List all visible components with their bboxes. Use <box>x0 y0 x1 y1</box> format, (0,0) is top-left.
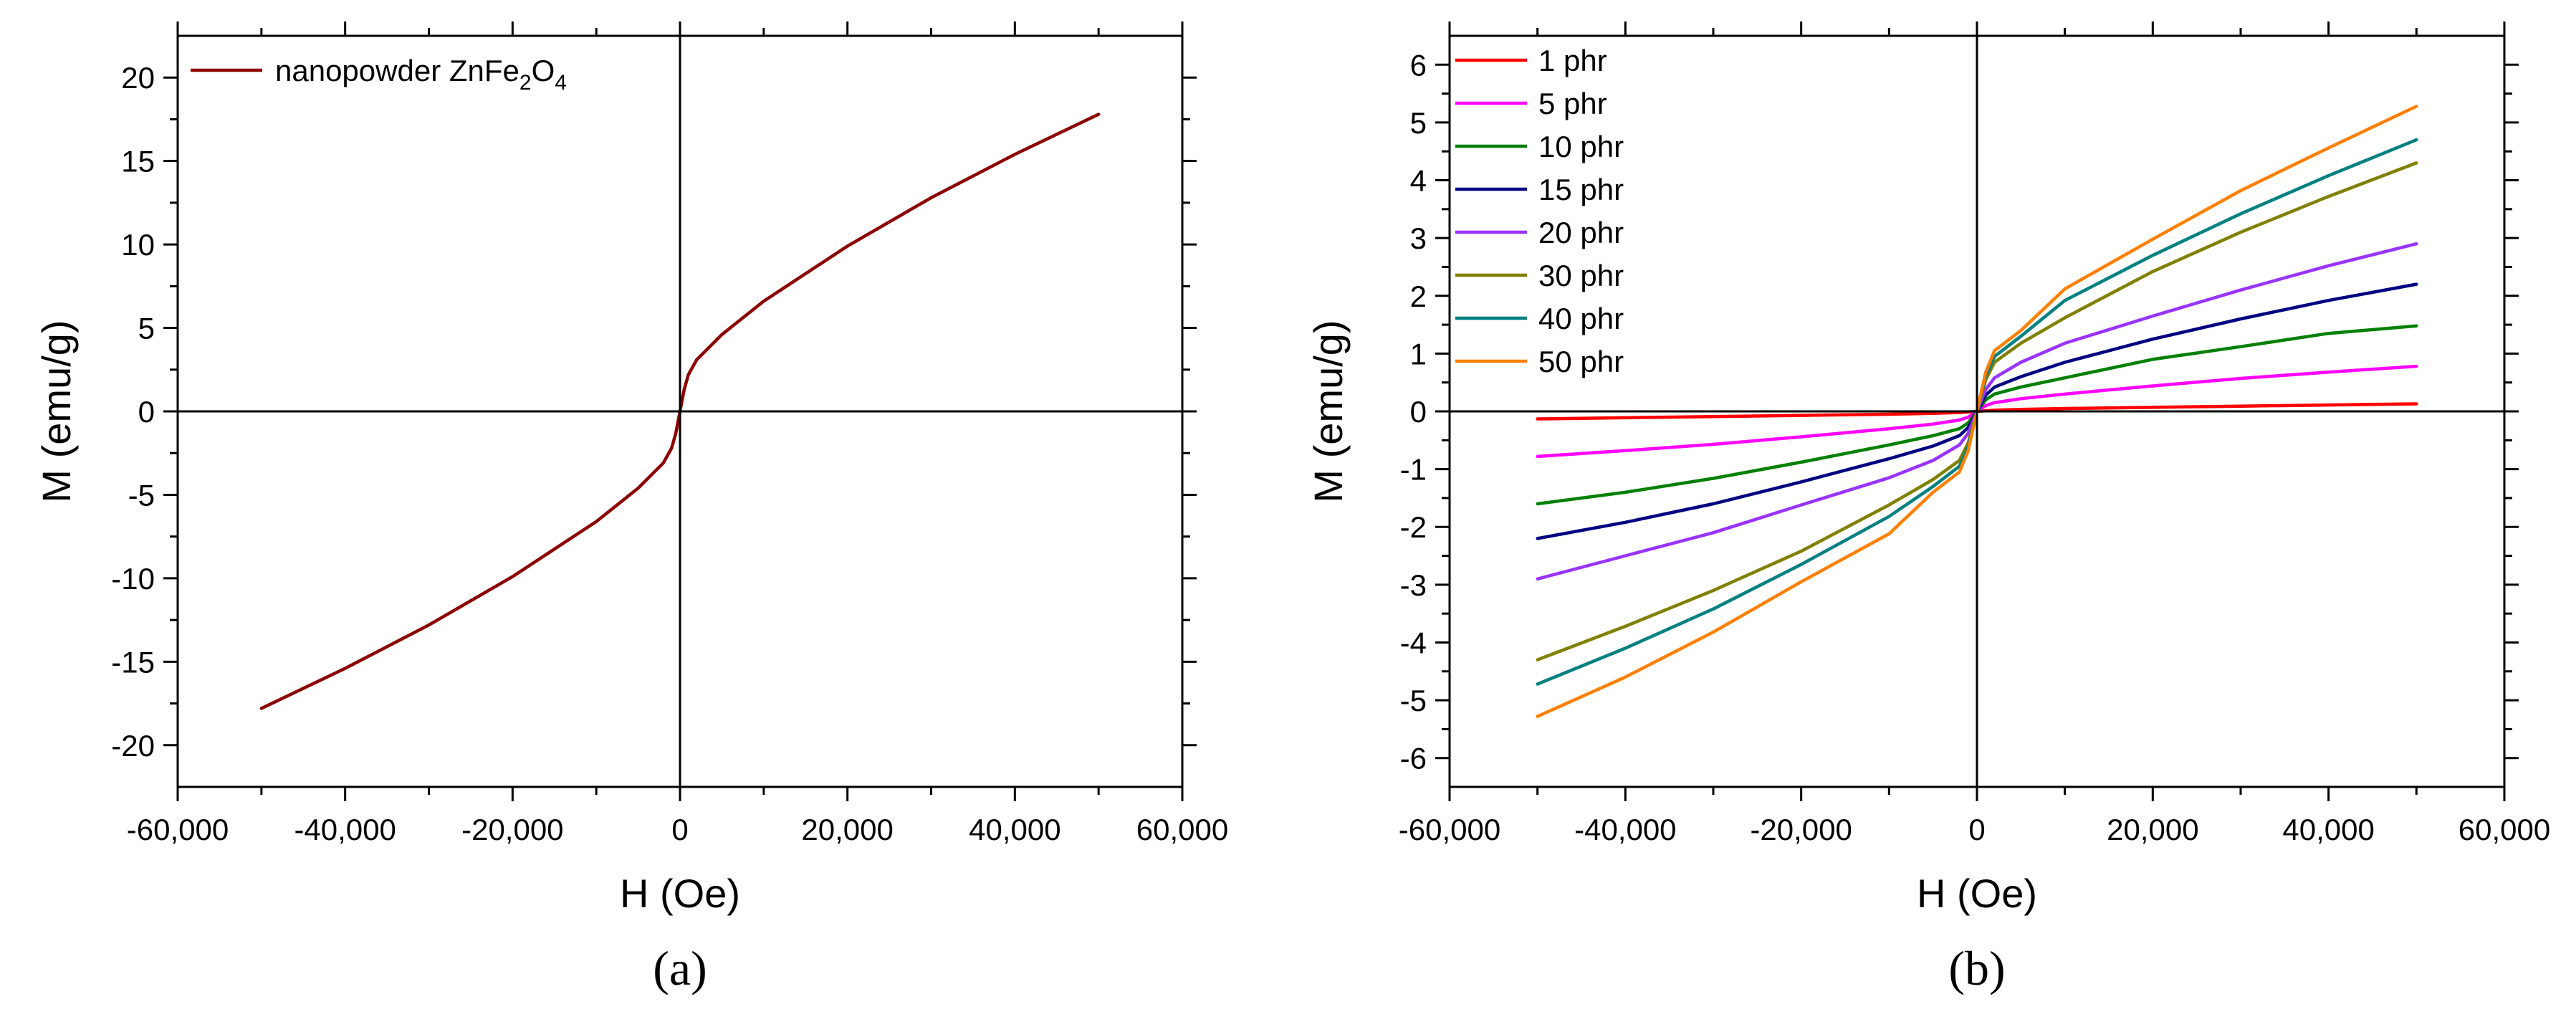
legend-label-3: 15 phr <box>1538 173 1624 206</box>
y-tick-label: 6 <box>1410 48 1427 82</box>
panel-b-x-tick-labels: -60,000 -40,000 -20,000 0 20,000 40,000 60,000 <box>1399 813 2550 846</box>
legend-name-mid: O <box>532 54 555 87</box>
x-tick-label: -40,000 <box>1574 813 1676 846</box>
y-tick-label: -6 <box>1400 742 1427 775</box>
panel-a-label: (a) <box>653 941 707 995</box>
y-tick-label: 0 <box>138 395 155 429</box>
y-tick-label: 2 <box>1410 280 1427 313</box>
panel-b-y-axis-title: M (emu/g) <box>1306 320 1351 502</box>
x-tick-label: 0 <box>671 813 688 846</box>
panel-b-ticks <box>1435 22 2519 801</box>
panel-a-ticks <box>163 22 1197 801</box>
legend-name-main: nanopowder ZnFe <box>275 54 519 87</box>
x-tick-label: -20,000 <box>1750 813 1852 846</box>
y-tick-label: -20 <box>111 729 155 763</box>
y-tick-label: -5 <box>128 478 155 512</box>
y-tick-label: 0 <box>1410 395 1427 429</box>
y-tick-label: -15 <box>111 645 155 679</box>
panel-b-legend: 1 phr 5 phr 10 phr 15 phr 20 phr 30 phr 40 phr… <box>1455 44 1624 378</box>
x-tick-label: 60,000 <box>1136 813 1228 846</box>
panel-a-legend-label: nanopowder ZnFe2O4 <box>275 54 567 95</box>
x-tick-label: -60,000 <box>1399 813 1500 846</box>
legend-label-2: 10 phr <box>1538 130 1624 163</box>
panel-b-label-text: (b) <box>1948 941 2005 995</box>
panel-a-legend: nanopowder ZnFe2O4 <box>191 54 567 95</box>
panel-a: -60,000 -40,000 -20,000 0 20,000 40,000 60,000… <box>34 22 1228 995</box>
panel-a-x-tick-labels: -60,000 -40,000 -20,000 0 20,000 40,000 60,000 <box>127 813 1228 846</box>
panel-a-zero-lines <box>178 36 1182 787</box>
panel-a-y-tick-labels: -20 -15 -10 -5 0 5 10 15 20 <box>111 61 155 763</box>
y-tick-label: -10 <box>111 562 155 596</box>
panel-b-zero-lines <box>1450 36 2504 787</box>
y-tick-label: 10 <box>121 228 155 262</box>
legend-label-5: 30 phr <box>1538 259 1624 292</box>
y-tick-label: 15 <box>121 145 155 178</box>
panel-b-x-axis-title: H (Oe) <box>1917 871 2037 916</box>
legend-label-1: 5 phr <box>1538 87 1607 120</box>
legend-label-7: 50 phr <box>1538 345 1624 378</box>
legend-name-sub1: 2 <box>519 71 532 95</box>
x-tick-label: 0 <box>1968 813 1985 846</box>
x-tick-label: -40,000 <box>294 813 396 846</box>
legend-name-sub2: 4 <box>555 71 567 95</box>
x-tick-label: -60,000 <box>127 813 229 846</box>
panel-a-x-axis-title: H (Oe) <box>620 871 740 916</box>
x-tick-label: 20,000 <box>801 813 893 846</box>
y-tick-label: -4 <box>1400 626 1427 659</box>
y-tick-label: 4 <box>1410 164 1427 198</box>
y-tick-label: 20 <box>121 61 155 95</box>
y-tick-label: -3 <box>1400 568 1427 602</box>
y-tick-label: 5 <box>1410 106 1427 140</box>
y-tick-label: 5 <box>138 312 155 345</box>
panel-b-label: (b) <box>1948 941 2005 995</box>
x-tick-label: 40,000 <box>2282 813 2374 846</box>
y-tick-label: 3 <box>1410 221 1427 255</box>
x-tick-label: 20,000 <box>2107 813 2198 846</box>
y-tick-label: -2 <box>1400 510 1427 544</box>
legend-label-6: 40 phr <box>1538 302 1624 335</box>
panel-a-label-text: (a) <box>653 941 707 995</box>
legend-label-0: 1 phr <box>1538 44 1607 77</box>
y-tick-label: 1 <box>1410 337 1427 371</box>
panel-a-y-axis-title: M (emu/g) <box>34 320 79 502</box>
x-tick-label: 60,000 <box>2458 813 2550 846</box>
panel-b-y-tick-labels: -6 -5 -4 -3 -2 -1 0 1 2 3 4 5 6 <box>1400 48 1427 775</box>
x-tick-label: 40,000 <box>969 813 1060 846</box>
legend-label-4: 20 phr <box>1538 216 1624 249</box>
y-tick-label: -5 <box>1400 684 1427 717</box>
panel-b: -60,000 -40,000 -20,000 0 20,000 40,000 60,000… <box>1306 22 2550 995</box>
y-tick-label: -1 <box>1400 453 1427 487</box>
x-tick-label: -20,000 <box>461 813 563 846</box>
